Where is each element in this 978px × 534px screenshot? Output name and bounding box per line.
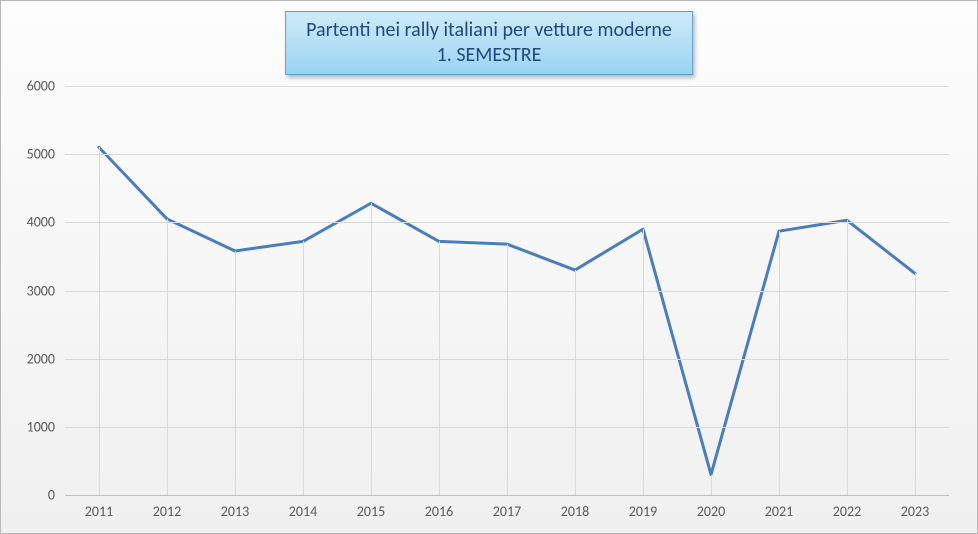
y-tick-label: 6000	[27, 78, 55, 95]
drop-line	[779, 231, 780, 495]
gridline	[65, 154, 949, 155]
drop-line	[99, 147, 100, 495]
drop-line	[303, 241, 304, 495]
gridline	[65, 86, 949, 87]
x-tick-label: 2022	[833, 503, 861, 520]
chart-container: Partenti nei rally italiani per vetture …	[0, 0, 978, 534]
x-tick-label: 2012	[153, 503, 181, 520]
chart-title-line2: 1. SEMESTRE	[306, 43, 672, 68]
drop-line	[235, 251, 236, 495]
y-tick-label: 1000	[27, 418, 55, 435]
chart-title-box: Partenti nei rally italiani per vetture …	[285, 11, 693, 75]
gridline	[65, 222, 949, 223]
y-tick-label: 3000	[27, 282, 55, 299]
drop-line	[643, 229, 644, 495]
gridline	[65, 495, 949, 496]
chart-title-line1: Partenti nei rally italiani per vetture …	[306, 18, 672, 43]
x-tick-label: 2021	[765, 503, 793, 520]
x-tick-label: 2023	[901, 503, 929, 520]
x-tick-label: 2015	[357, 503, 385, 520]
y-tick-label: 5000	[27, 146, 55, 163]
drop-line	[371, 203, 372, 495]
drop-line	[847, 220, 848, 495]
drop-line	[439, 241, 440, 495]
y-tick-label: 4000	[27, 214, 55, 231]
drop-line	[507, 244, 508, 495]
drop-line	[167, 219, 168, 495]
x-tick-label: 2020	[697, 503, 725, 520]
x-tick-label: 2018	[561, 503, 589, 520]
drop-line	[711, 475, 712, 495]
plot-area: 0100020003000400050006000201120122013201…	[65, 86, 949, 495]
x-tick-label: 2011	[85, 503, 113, 520]
y-tick-label: 0	[48, 487, 55, 504]
y-tick-label: 2000	[27, 350, 55, 367]
x-tick-label: 2016	[425, 503, 453, 520]
x-tick-label: 2013	[221, 503, 249, 520]
x-tick-label: 2017	[493, 503, 521, 520]
x-tick-label: 2019	[629, 503, 657, 520]
x-tick-label: 2014	[289, 503, 317, 520]
drop-line	[575, 270, 576, 495]
drop-line	[915, 273, 916, 495]
